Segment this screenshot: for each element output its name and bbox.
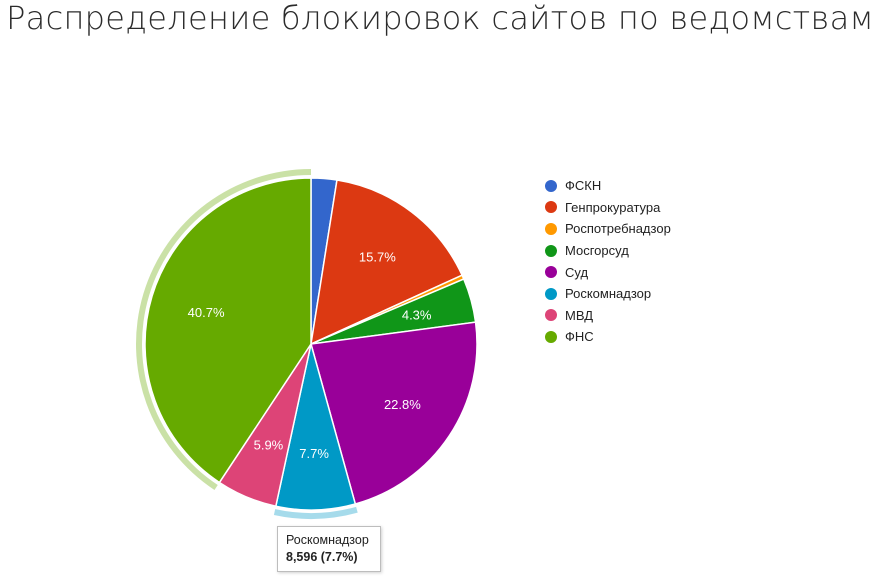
pie-slice-5[interactable] xyxy=(310,321,478,505)
legend-label: Роспотребнадзор xyxy=(565,221,671,237)
legend-item-roskomnadzor[interactable]: Роскомнадзор xyxy=(545,283,671,305)
legend-item-mosgorsud[interactable]: Мосгорсуд xyxy=(545,240,671,262)
slice-tooltip: Роскомнадзор 8,596 (7.7%) xyxy=(277,526,381,572)
legend-marker xyxy=(545,244,557,257)
legend-marker xyxy=(545,309,557,322)
data-label-7: 5.9% xyxy=(254,437,284,452)
legend-item-fskn[interactable]: ФСКН xyxy=(545,175,671,197)
data-label-5: 22.8% xyxy=(384,397,421,412)
chart-title: Распределение блокировок сайтов по ведом… xyxy=(6,0,874,37)
legend: ФСКН Генпрокуратура Роспотребнадзор Мосг… xyxy=(545,175,671,348)
legend-marker xyxy=(545,222,557,235)
legend-marker xyxy=(545,330,557,343)
legend-label: ФСКН xyxy=(565,178,602,194)
pie-slice-2[interactable] xyxy=(310,179,464,346)
legend-label: Суд xyxy=(565,264,589,280)
tooltip-label: Роскомнадзор xyxy=(286,533,369,547)
legend-item-fns[interactable]: ФНС xyxy=(545,326,671,348)
data-label-4: 4.3% xyxy=(402,308,432,323)
data-label-2: 15.7% xyxy=(359,249,396,264)
legend-label: Мосгорсуд xyxy=(565,243,629,259)
legend-marker xyxy=(545,201,557,214)
legend-item-genprokuratura[interactable]: Генпрокуратура xyxy=(545,197,671,219)
legend-label: ФНС xyxy=(565,329,594,345)
legend-item-sud[interactable]: Суд xyxy=(545,261,671,283)
legend-marker xyxy=(545,266,557,279)
data-label-6: 7.7% xyxy=(299,446,329,461)
slice-highlight-ring xyxy=(273,506,358,519)
legend-marker xyxy=(545,287,557,300)
legend-marker xyxy=(545,179,557,192)
tooltip-value: 8,596 (7.7%) xyxy=(286,550,358,564)
legend-label: Генпрокуратура xyxy=(565,199,661,215)
data-label-8: 40.7% xyxy=(188,305,225,320)
legend-item-mvd[interactable]: МВД xyxy=(545,305,671,327)
pie-slice-8[interactable] xyxy=(144,177,312,484)
legend-label: МВД xyxy=(565,307,594,323)
legend-item-rospotrebnadzor[interactable]: Роспотребнадзор xyxy=(545,218,671,240)
legend-label: Роскомнадзор xyxy=(565,286,652,302)
